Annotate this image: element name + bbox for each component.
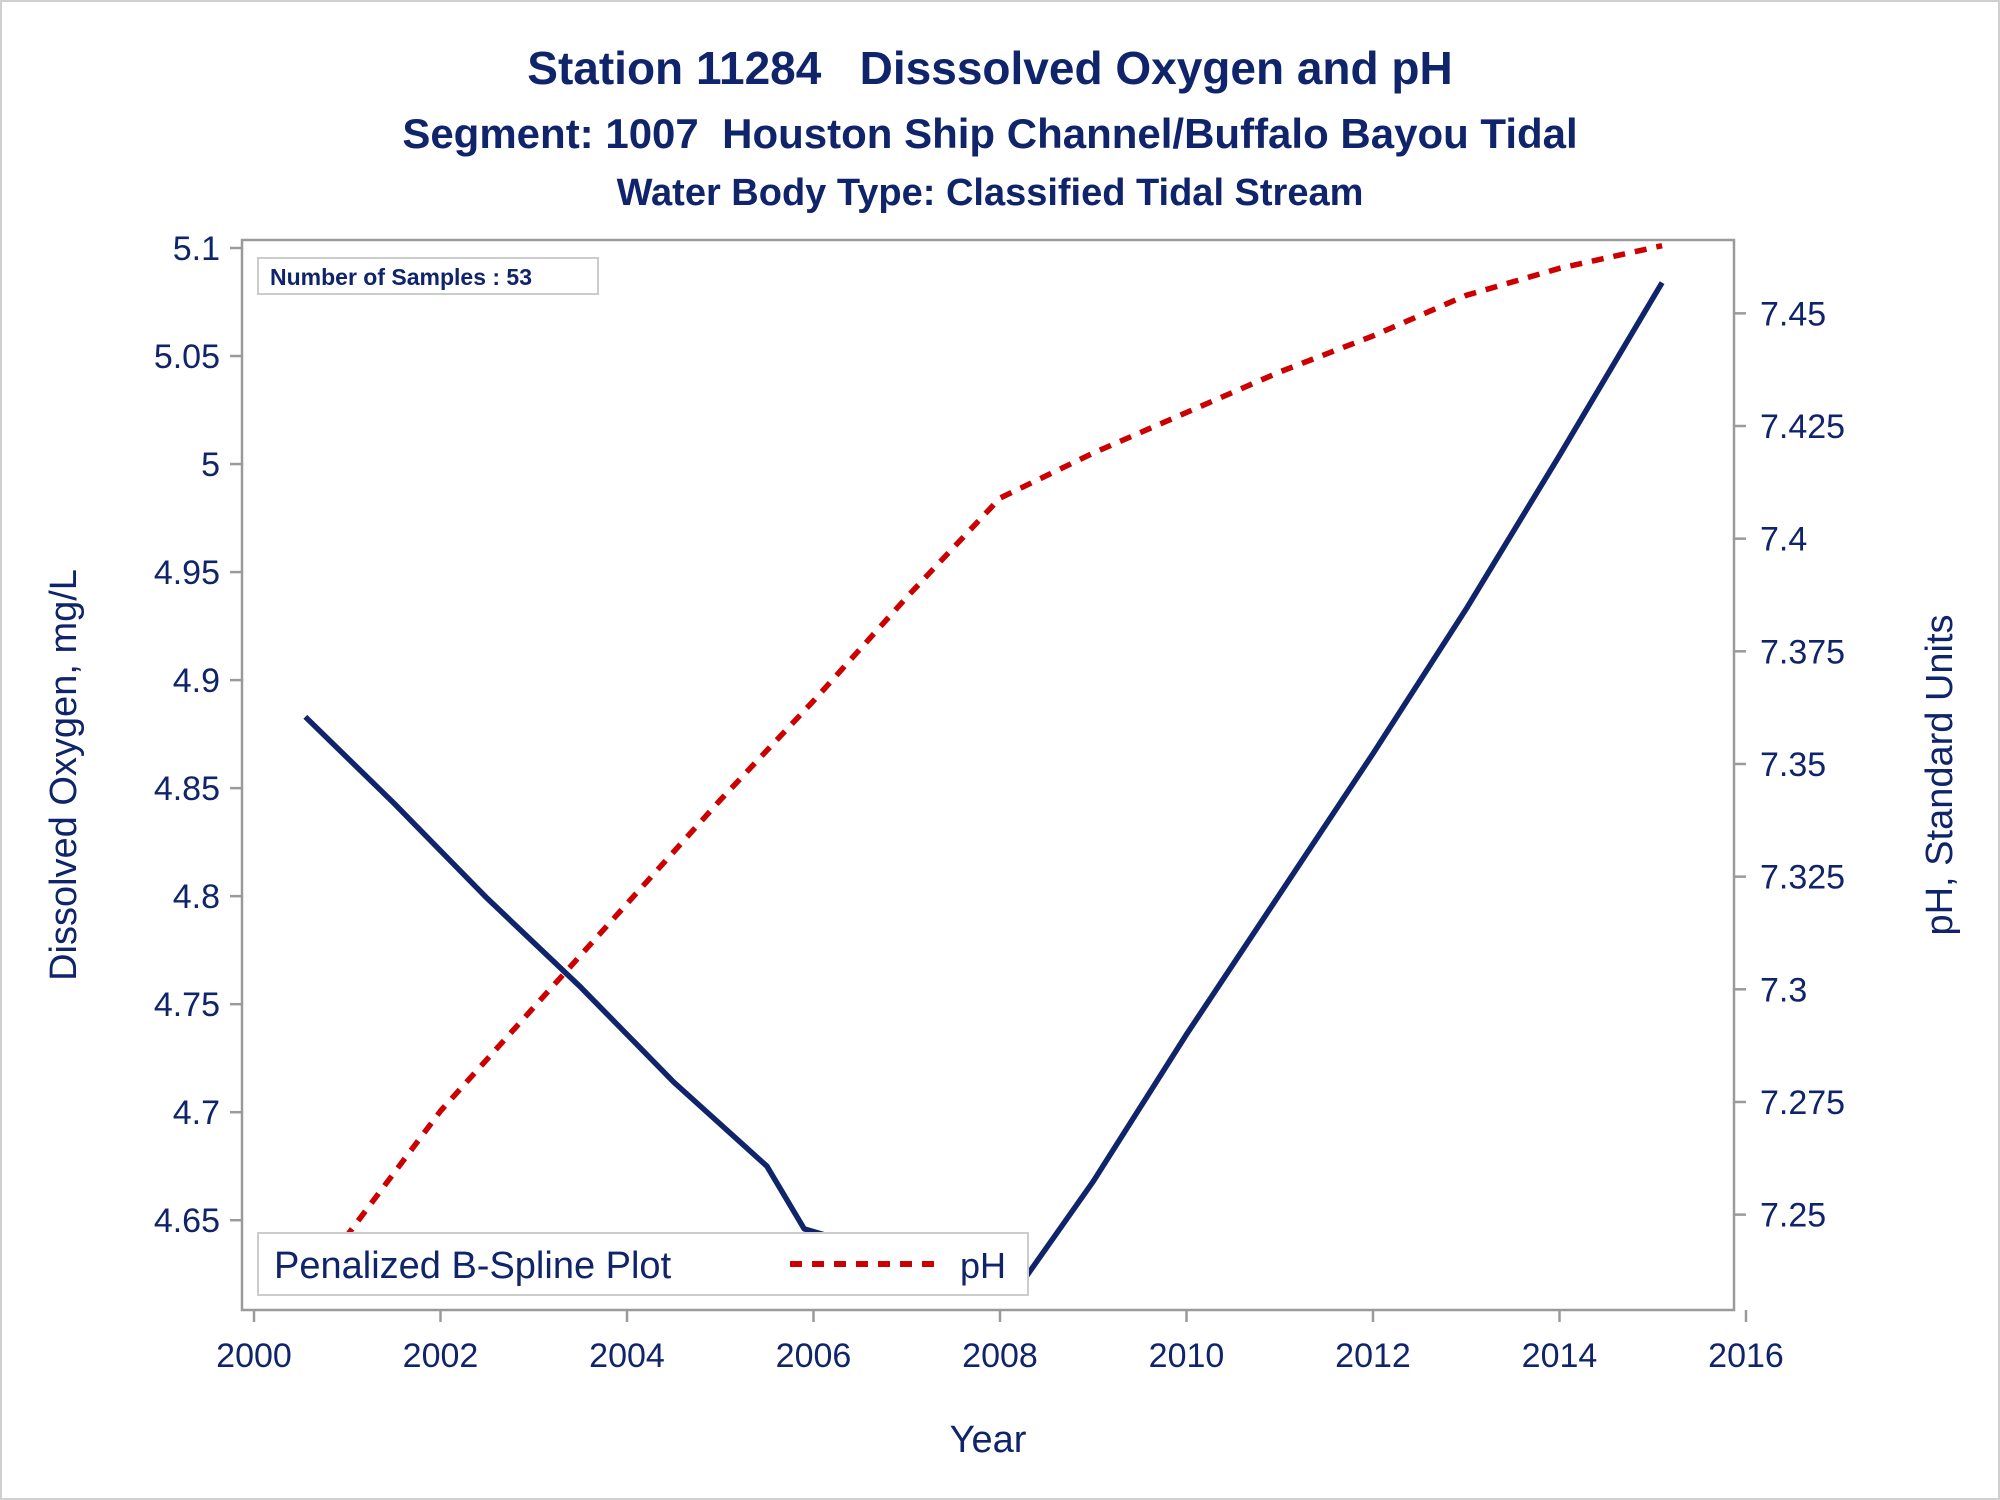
y-tick-label-5.05: 5.05	[154, 338, 220, 376]
chart-subtitle: Segment: 1007 Houston Ship Channel/Buffa…	[402, 110, 1577, 157]
legend-box	[257, 1232, 1029, 1296]
series-line-ph	[303, 243, 1663, 1293]
x-axis-title: Year	[950, 1419, 1027, 1461]
y-tick-label-4.95: 4.95	[154, 554, 220, 592]
plot-area	[240, 238, 1736, 1312]
x-tick-label-2004: 2004	[589, 1337, 665, 1375]
y-tick-label-4.75: 4.75	[154, 986, 220, 1024]
x-tick-label-2012: 2012	[1335, 1337, 1411, 1375]
y-tick-label-5: 5	[201, 446, 220, 484]
y2-tick-label-7.375: 7.375	[1760, 633, 1845, 671]
chart-subtitle-2: Water Body Type: Classified Tidal Stream	[617, 172, 1364, 214]
y2-tick-label-7.45: 7.45	[1760, 295, 1826, 333]
y-axis-right: 7.25 7.275 7.3 7.325 7.35 7.375 7.4 7.425 7.45	[1734, 295, 1845, 1235]
x-tick-label-2002: 2002	[403, 1337, 479, 1375]
x-tick-label-2006: 2006	[776, 1337, 852, 1375]
x-axis: 2000 2002 2004 2006 2008 2010 2012 2014 2016	[216, 1310, 1784, 1375]
legend-entry-ph: pH	[960, 1245, 1006, 1286]
y2-tick-label-7.275: 7.275	[1760, 1084, 1845, 1122]
y2-tick-label-7.4: 7.4	[1760, 521, 1807, 559]
series-line-do	[303, 281, 1665, 1290]
samples-box	[257, 257, 599, 295]
y-tick-label-4.85: 4.85	[154, 770, 220, 808]
y2-tick-label-7.25: 7.25	[1760, 1197, 1826, 1235]
y-tick-label-4.9: 4.9	[173, 662, 220, 700]
x-tick-label-2008: 2008	[962, 1337, 1038, 1375]
x-tick-label-2010: 2010	[1149, 1337, 1225, 1375]
y-axis-left: 4.65 4.7 4.75 4.8 4.85 4.9 4.95 5 5.05 5.1	[154, 230, 242, 1240]
y-tick-label-5.1: 5.1	[173, 230, 220, 268]
legend-title: Penalized B-Spline Plot	[274, 1245, 672, 1287]
y2-tick-label-7.425: 7.425	[1760, 408, 1845, 446]
series-layer	[303, 243, 1665, 1293]
x-tick-label-2014: 2014	[1522, 1337, 1598, 1375]
y-tick-label-4.7: 4.7	[173, 1094, 220, 1132]
legend: Penalized B-Spline Plot pH	[257, 1232, 1029, 1296]
y-axis-title: Dissolved Oxygen, mg/L	[43, 569, 85, 981]
y-tick-label-4.8: 4.8	[173, 878, 220, 916]
y2-axis-title: pH, Standard Units	[1919, 614, 1961, 935]
samples-label: Number of Samples : 53	[270, 264, 532, 290]
y2-tick-label-7.325: 7.325	[1760, 859, 1845, 897]
y2-tick-label-7.3: 7.3	[1760, 971, 1807, 1009]
y-tick-label-4.65: 4.65	[154, 1202, 220, 1240]
chart-title: Station 11284 Disssolved Oxygen and pH	[527, 42, 1452, 94]
x-tick-label-2016: 2016	[1708, 1337, 1784, 1375]
x-tick-label-2000: 2000	[216, 1337, 292, 1375]
y2-tick-label-7.35: 7.35	[1760, 746, 1826, 784]
